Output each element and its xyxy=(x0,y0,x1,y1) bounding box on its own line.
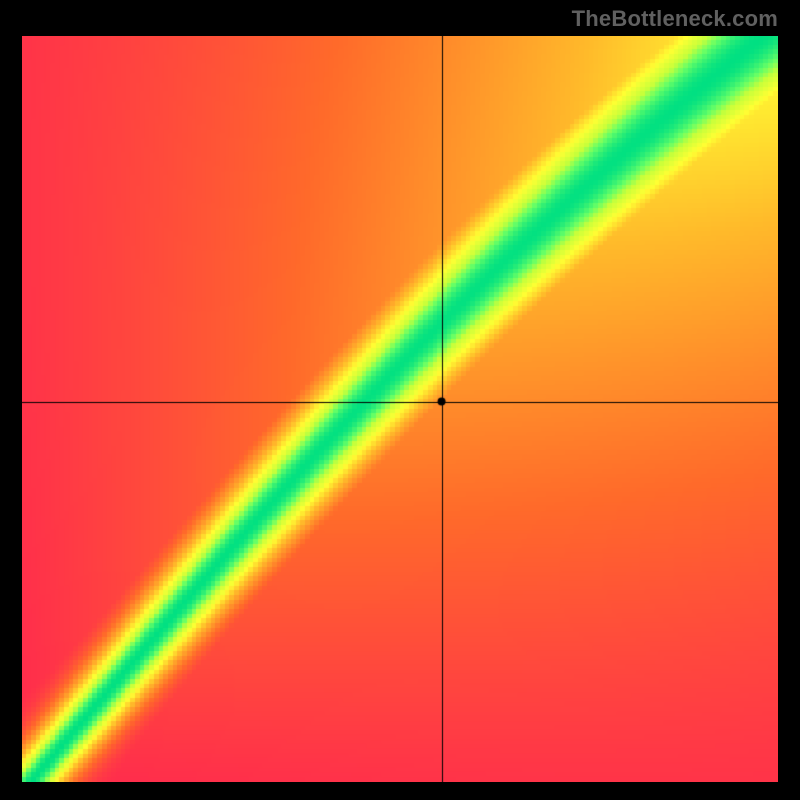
watermark-text: TheBottleneck.com xyxy=(572,6,778,32)
bottleneck-heatmap xyxy=(22,36,778,782)
chart-frame: { "watermark": { "text": "TheBottleneck.… xyxy=(0,0,800,800)
